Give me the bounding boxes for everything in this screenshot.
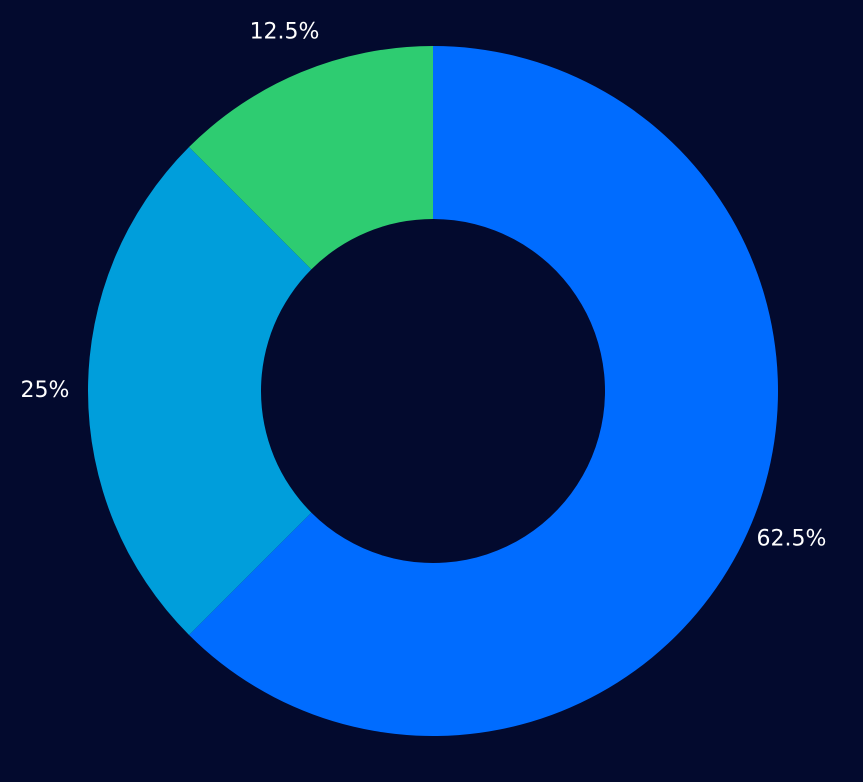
data-label: 12.5% (250, 20, 320, 45)
data-label: 25% (21, 378, 70, 403)
data-label: 62.5% (757, 526, 827, 551)
donut-slice (189, 46, 778, 736)
donut-slice (189, 46, 433, 270)
donut-slice (88, 147, 312, 635)
